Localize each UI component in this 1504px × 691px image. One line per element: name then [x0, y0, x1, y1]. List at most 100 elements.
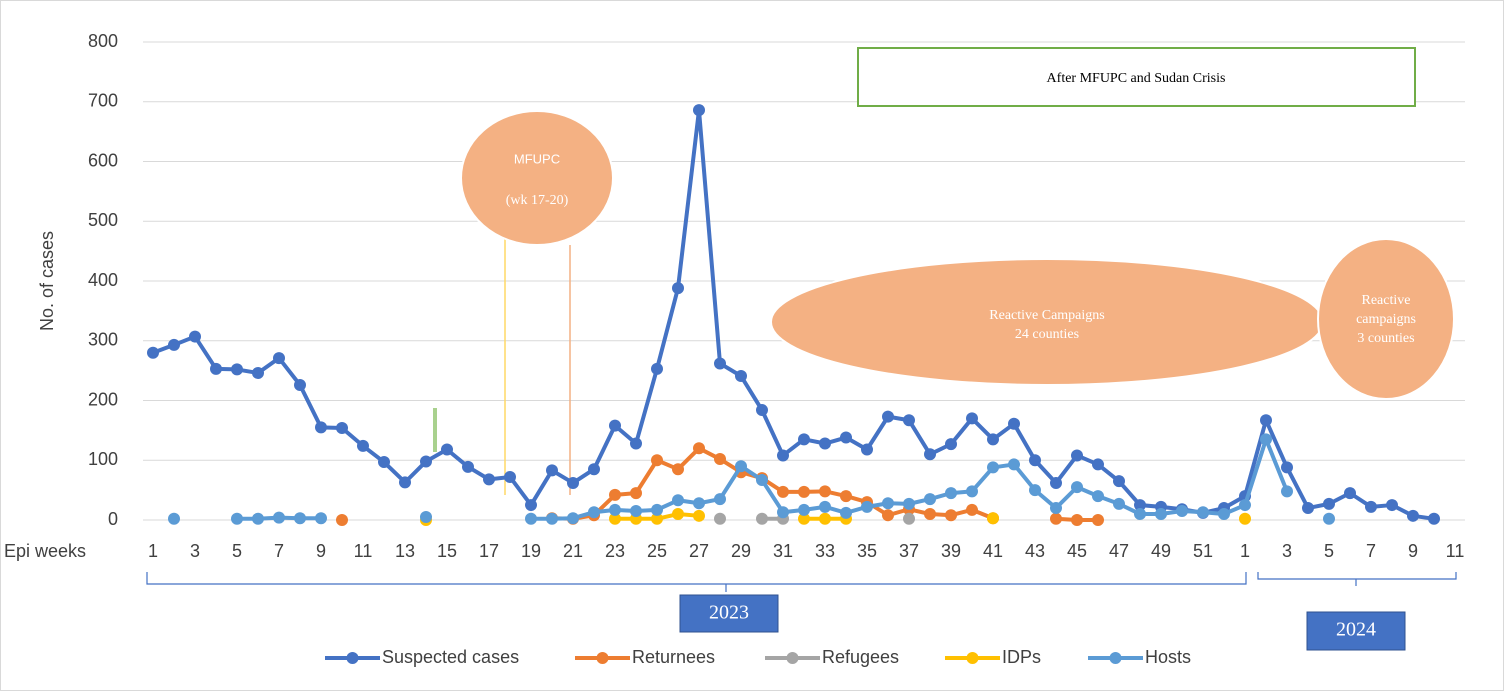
annotation: After MFUPC and Sudan Crisis	[1047, 71, 1226, 86]
data-point	[1323, 497, 1335, 510]
x-tick-label: 31	[773, 541, 793, 561]
data-point	[777, 506, 789, 519]
y-tick-label: 600	[88, 150, 118, 170]
data-point	[777, 449, 789, 462]
data-point	[1029, 484, 1041, 497]
data-point	[1239, 512, 1251, 525]
data-point	[693, 442, 705, 455]
data-point	[840, 431, 852, 444]
data-point	[1428, 512, 1440, 525]
y-tick-label: 0	[108, 509, 118, 529]
data-point	[336, 421, 348, 434]
data-point	[756, 404, 768, 417]
data-point	[966, 503, 978, 516]
data-point	[1386, 499, 1398, 512]
x-tick-label: 17	[479, 541, 499, 561]
data-point	[651, 362, 663, 375]
year-label: 2024	[1336, 619, 1376, 641]
y-tick-label: 700	[88, 91, 118, 111]
data-point	[630, 505, 642, 518]
data-point	[1134, 508, 1146, 521]
data-point	[231, 363, 243, 376]
data-point	[168, 512, 180, 525]
data-point	[1134, 499, 1146, 512]
data-point	[630, 487, 642, 500]
year-box	[1306, 611, 1406, 651]
data-point	[294, 512, 306, 525]
x-tick-label: 29	[731, 541, 751, 561]
data-point	[714, 453, 726, 466]
data-point	[441, 443, 453, 456]
x-tick-label: 39	[941, 541, 961, 561]
annotation: 24 counties	[1015, 327, 1079, 342]
data-point	[693, 509, 705, 522]
data-point	[1071, 514, 1083, 526]
x-tick-label: 3	[1282, 541, 1292, 561]
data-point	[1281, 461, 1293, 474]
legend-label: Returnees	[632, 647, 715, 667]
data-point	[735, 460, 747, 473]
legend-marker	[966, 652, 979, 664]
year-box	[679, 594, 779, 633]
data-point	[378, 456, 390, 469]
data-point	[1050, 502, 1062, 515]
y-tick-label: 400	[88, 270, 118, 290]
data-point	[1092, 514, 1104, 526]
data-point	[861, 500, 873, 513]
data-point	[630, 437, 642, 450]
x-tick-label: 41	[983, 541, 1003, 561]
data-point	[1113, 497, 1125, 510]
data-point	[1029, 454, 1041, 467]
data-point	[1260, 433, 1272, 446]
data-point	[399, 476, 411, 489]
data-point	[231, 512, 243, 525]
data-point	[1344, 487, 1356, 500]
data-point	[588, 506, 600, 519]
data-point	[798, 433, 810, 446]
data-point	[1239, 499, 1251, 512]
data-point	[1008, 417, 1020, 430]
data-point	[1407, 509, 1419, 522]
x-tick-label: 49	[1151, 541, 1171, 561]
y-axis-label: No. of cases	[37, 231, 57, 331]
x-tick-label: 35	[857, 541, 877, 561]
data-point	[525, 512, 537, 525]
data-point	[1155, 508, 1167, 521]
data-point	[966, 412, 978, 425]
data-point	[672, 463, 684, 476]
x-tick-label: 3	[190, 541, 200, 561]
data-point	[252, 367, 264, 380]
annotation: 3 counties	[1357, 331, 1414, 346]
data-point	[903, 497, 915, 510]
data-point	[945, 438, 957, 451]
x-axis-label: Epi weeks	[4, 541, 86, 561]
data-point	[798, 512, 810, 525]
data-point	[945, 509, 957, 522]
data-point	[819, 437, 831, 450]
data-point	[672, 282, 684, 295]
data-point	[651, 503, 663, 516]
data-point	[420, 511, 432, 524]
data-point	[546, 464, 558, 477]
data-point	[546, 512, 558, 525]
data-point	[672, 494, 684, 507]
data-point	[588, 463, 600, 476]
x-tick-label: 25	[647, 541, 667, 561]
x-tick-label: 43	[1025, 541, 1045, 561]
year-label: 2023	[709, 602, 749, 624]
data-point	[672, 508, 684, 521]
data-point	[1281, 485, 1293, 498]
x-tick-label: 1	[1240, 541, 1250, 561]
year-bracket	[146, 572, 1247, 592]
data-point	[168, 338, 180, 351]
x-tick-label: 21	[563, 541, 583, 561]
data-point	[924, 448, 936, 461]
data-point	[714, 357, 726, 370]
data-point	[1323, 512, 1335, 525]
annotation: Reactive Campaigns	[989, 308, 1104, 323]
legend-label: Refugees	[822, 647, 899, 667]
y-tick-label: 200	[88, 389, 118, 409]
data-point	[420, 455, 432, 468]
data-point	[882, 509, 894, 522]
